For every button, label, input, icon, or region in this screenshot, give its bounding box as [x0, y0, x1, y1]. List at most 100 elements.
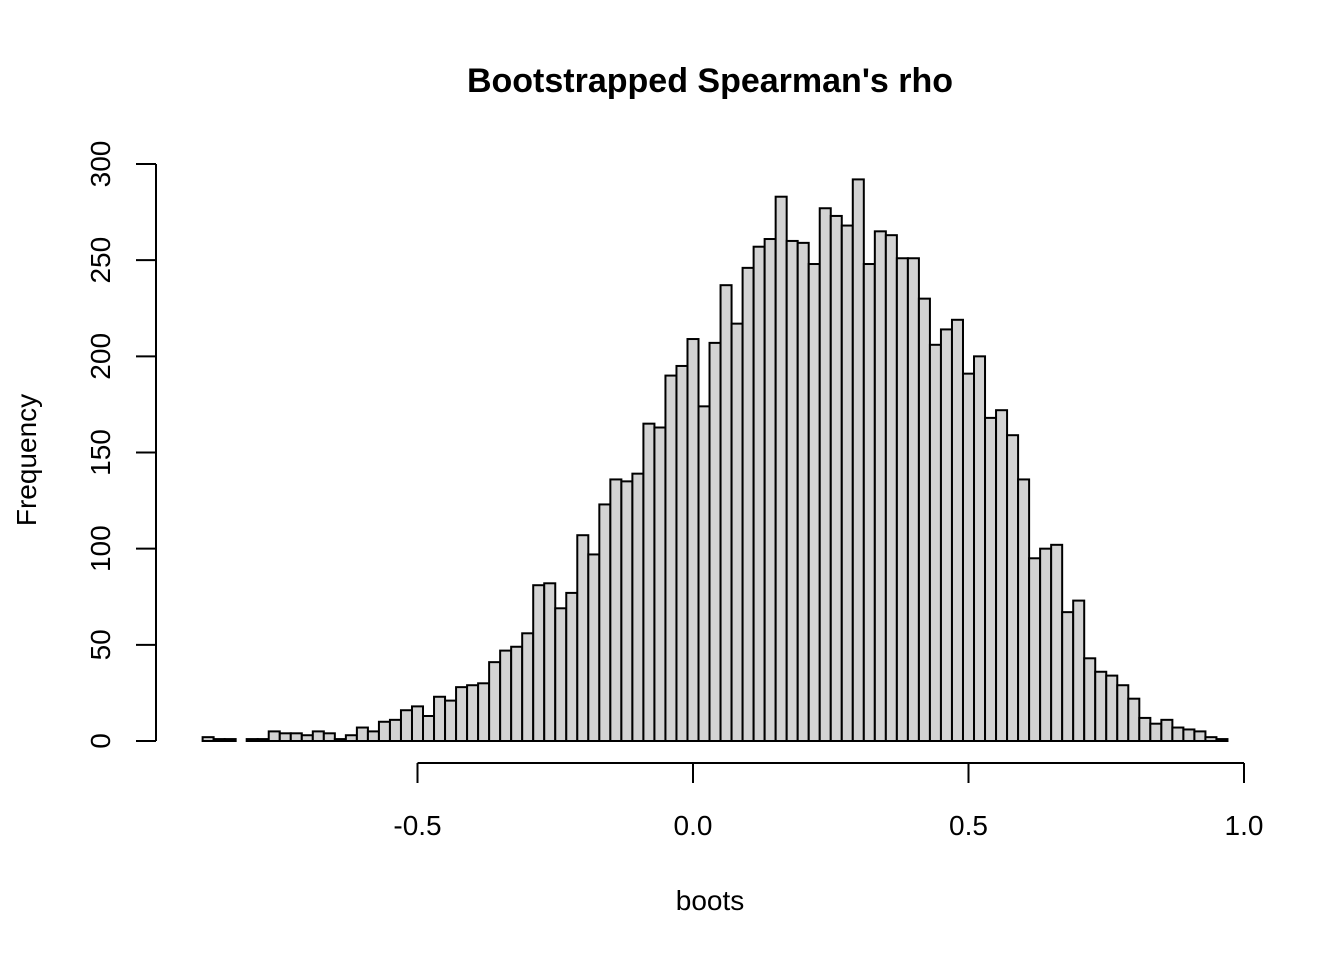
histogram-bar	[939, 328, 953, 742]
histogram-bar	[289, 732, 303, 743]
x-axis-label: boots	[676, 885, 745, 916]
histogram-bar	[1149, 722, 1163, 743]
histogram-bar	[653, 426, 667, 742]
y-tick-label: 200	[85, 333, 116, 380]
histogram-bar	[1028, 557, 1042, 742]
histogram-bar	[488, 661, 502, 743]
histogram-bar	[565, 591, 579, 742]
histogram-bar	[1171, 726, 1185, 743]
histogram-bar	[719, 284, 733, 742]
histogram-bar	[1061, 611, 1075, 743]
histogram-bar	[1094, 670, 1108, 743]
histogram-bar	[300, 734, 314, 743]
histogram-bar	[333, 738, 347, 743]
histogram-bar	[763, 238, 777, 742]
histogram-bar	[1182, 728, 1196, 743]
histogram-bar	[1138, 716, 1152, 743]
histogram-bar	[466, 684, 480, 743]
histogram-bar	[675, 364, 689, 742]
histogram-bar	[840, 224, 854, 742]
histogram-bar	[212, 738, 226, 743]
histogram-bar	[455, 686, 469, 742]
histogram-bar	[741, 266, 755, 742]
histogram-bar	[410, 705, 425, 743]
histogram-bar	[201, 736, 215, 742]
histogram-bar	[961, 372, 976, 742]
histogram-bar	[1204, 736, 1218, 742]
histogram-bar	[818, 207, 832, 742]
histogram-bar	[984, 416, 998, 742]
histogram-bar	[399, 709, 413, 742]
histogram-bar	[223, 738, 237, 743]
histogram-bar	[433, 695, 447, 742]
histogram-bar	[543, 582, 557, 743]
histogram-bar	[587, 553, 601, 742]
histogram-bar	[708, 341, 722, 742]
histogram-bar	[267, 730, 281, 742]
histogram-bar	[1039, 547, 1053, 742]
y-axis-label: Frequency	[11, 394, 42, 526]
histogram-bar	[884, 234, 898, 743]
histogram-bar	[1083, 657, 1097, 742]
histogram-bar	[499, 649, 513, 743]
histogram-bar	[366, 730, 380, 742]
histogram-bar	[477, 682, 491, 743]
histogram-bar	[311, 730, 325, 742]
histogram-bar	[697, 405, 711, 742]
histogram-bar	[532, 584, 546, 742]
histogram-bar	[906, 257, 920, 742]
histogram-bar	[752, 245, 766, 742]
histogram-bar	[256, 738, 270, 743]
histogram-bar	[686, 338, 700, 742]
histogram-bar	[444, 699, 458, 743]
histogram-bar	[664, 374, 678, 742]
histogram-bar	[521, 632, 535, 743]
histogram-bar	[355, 726, 369, 743]
histogram-bar	[851, 178, 865, 742]
histogram-bar	[950, 318, 964, 742]
histogram-bar	[785, 239, 799, 743]
histogram-bar	[1215, 738, 1229, 743]
histogram-bar	[278, 732, 292, 743]
histogram-bar	[730, 322, 744, 742]
histogram-bar	[917, 297, 931, 742]
y-axis: 0 50 100 150 200 250 300	[85, 141, 157, 749]
histogram-bar	[609, 478, 623, 742]
histogram-bar	[928, 343, 942, 742]
histogram-bar	[510, 645, 524, 742]
histogram-bar	[598, 503, 612, 743]
histogram-bar	[631, 472, 645, 742]
histogram-bar	[1072, 599, 1086, 743]
histogram-bar	[1160, 718, 1174, 742]
histogram-bar	[1116, 684, 1130, 743]
histogram-bar	[1050, 543, 1064, 743]
y-tick-label: 250	[85, 237, 116, 284]
histogram-bar	[1127, 697, 1141, 742]
histogram-bar	[642, 422, 656, 742]
x-tick-label: 0.5	[949, 810, 988, 841]
bars-group	[201, 178, 1229, 743]
histogram-bar	[1105, 674, 1119, 742]
histogram-bar	[973, 355, 987, 742]
x-tick-label: 1.0	[1225, 810, 1264, 841]
histogram-bar	[245, 738, 259, 743]
y-tick-label: 0	[85, 733, 116, 749]
histogram-bar	[576, 534, 590, 743]
histogram-bar	[862, 263, 876, 742]
chart-title: Bootstrapped Spearman's rho	[467, 62, 953, 100]
histogram-bar	[620, 480, 634, 742]
histogram-bar	[554, 607, 568, 742]
x-tick-label: -0.5	[393, 810, 441, 841]
histogram-bar	[1193, 730, 1207, 742]
histogram-bar	[807, 263, 821, 742]
x-axis: -0.5 0.0 0.5 1.0	[393, 762, 1264, 841]
histogram-bar	[388, 718, 402, 742]
y-tick-label: 300	[85, 141, 116, 188]
histogram-bar	[796, 241, 810, 742]
histogram-bar	[377, 720, 391, 743]
y-tick-label: 50	[85, 629, 116, 660]
histogram-bar	[873, 230, 887, 742]
y-tick-label: 100	[85, 525, 116, 572]
histogram-bar	[1017, 478, 1031, 742]
